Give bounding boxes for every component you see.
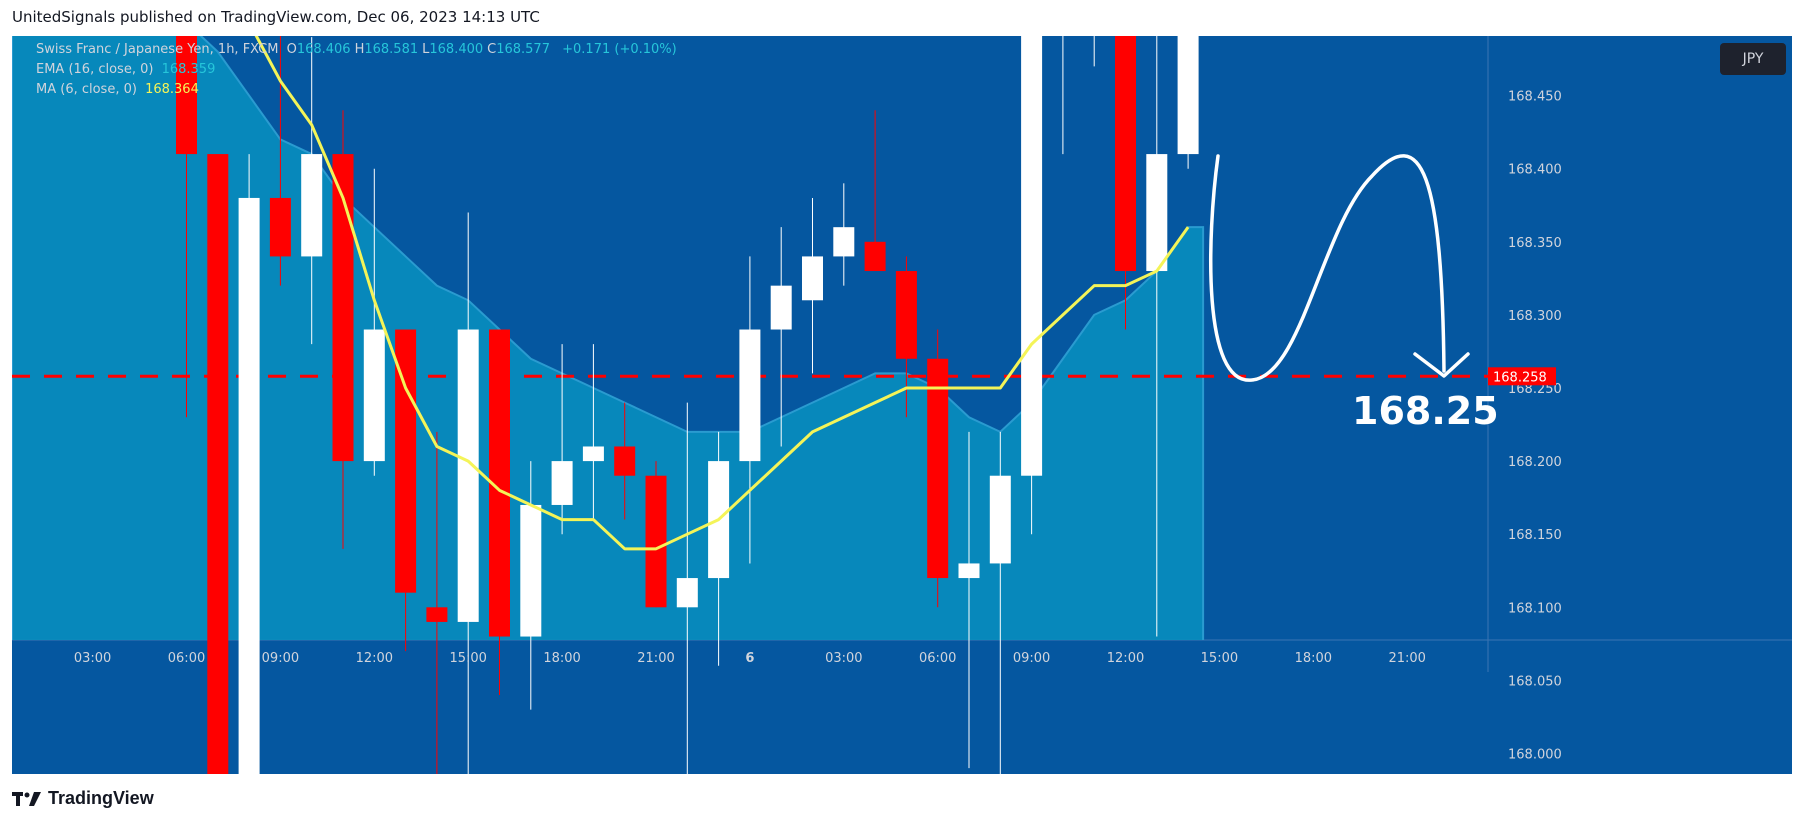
candle-body[interactable] xyxy=(582,446,604,462)
ohlc-value-c: 168.577 xyxy=(496,42,550,57)
candle-body[interactable] xyxy=(489,329,510,637)
candle-body[interactable] xyxy=(426,607,448,622)
x-tick-label: 18:00 xyxy=(1295,651,1332,666)
ma-line xyxy=(254,36,1190,551)
ema-legend: EMA (16, close, 0) 168.359 xyxy=(36,62,219,77)
x-tick-label: 03:00 xyxy=(74,651,111,666)
x-tick-label: 21:00 xyxy=(637,651,674,666)
target-price-label-bg xyxy=(1488,367,1556,386)
y-tick-label: 168.300 xyxy=(1508,309,1562,324)
ohlc-key-h: H xyxy=(354,42,365,57)
projection-curve xyxy=(1208,154,1446,382)
candle-body[interactable] xyxy=(176,36,197,155)
y-tick-label: 168.250 xyxy=(1508,382,1562,397)
ma-value: 168.364 xyxy=(145,82,199,97)
candle-body[interactable] xyxy=(895,271,917,359)
candle-body[interactable] xyxy=(301,154,323,257)
candle-body[interactable] xyxy=(363,329,385,462)
target-annotation: 168.25 xyxy=(1352,389,1499,433)
price-axis[interactable] xyxy=(1488,36,1792,672)
x-tick-label: 06:00 xyxy=(919,651,956,666)
candle-body[interactable] xyxy=(238,197,260,774)
y-tick-label: 168.200 xyxy=(1508,455,1562,470)
y-tick-label: 168.100 xyxy=(1508,601,1562,616)
ohlc-key-l: L xyxy=(422,42,430,57)
ema-value: 168.359 xyxy=(161,62,216,77)
candle-body[interactable] xyxy=(269,197,291,257)
candle-body[interactable] xyxy=(989,475,1011,564)
x-tick-label: 15:00 xyxy=(1201,651,1238,666)
candle-body[interactable] xyxy=(864,241,886,272)
candle-body[interactable] xyxy=(551,461,573,505)
ohlc-values: O168.406 H168.581 L168.400 C168.577 xyxy=(287,42,554,57)
y-tick-label: 168.350 xyxy=(1508,236,1562,251)
candle-body[interactable] xyxy=(332,154,354,462)
ohlc-key-c: C xyxy=(487,42,497,57)
y-tick-label: 168.400 xyxy=(1508,163,1562,178)
x-tick-label: 03:00 xyxy=(825,651,862,666)
ma-label: MA (6, close, 0) xyxy=(36,82,137,97)
y-tick-label: 168.450 xyxy=(1508,90,1562,105)
x-tick-label: 09:00 xyxy=(262,651,299,666)
candle-body[interactable] xyxy=(770,285,792,330)
x-tick-label: 09:00 xyxy=(1013,651,1050,666)
x-tick-label: 21:00 xyxy=(1388,651,1425,666)
candle-body[interactable] xyxy=(457,329,479,622)
candle-body[interactable] xyxy=(739,329,761,462)
candle-body[interactable] xyxy=(614,446,636,476)
x-tick-label: 18:00 xyxy=(543,651,580,666)
ma-legend: MA (6, close, 0) 168.364 xyxy=(36,82,203,97)
ohlc-value-o: 168.406 xyxy=(296,42,351,57)
x-tick-label: 12:00 xyxy=(1107,651,1144,666)
down-arrow-icon xyxy=(1413,352,1470,378)
candle-body[interactable] xyxy=(833,227,855,257)
publish-header: UnitedSignals published on TradingView.c… xyxy=(12,8,540,26)
tradingview-logo[interactable]: TradingView xyxy=(12,788,154,809)
x-tick-label: 06:00 xyxy=(168,651,205,666)
brand-name: TradingView xyxy=(48,788,154,808)
chart-frame[interactable]: 168.650168.600168.550168.500168.450168.4… xyxy=(12,36,1792,774)
candle-body[interactable] xyxy=(1115,36,1136,272)
candle-body[interactable] xyxy=(520,504,542,637)
candle-body[interactable] xyxy=(1146,154,1168,272)
tradingview-logo-icon xyxy=(12,791,41,806)
candle-body[interactable] xyxy=(645,475,667,608)
ohlc-key-o: O xyxy=(286,42,297,57)
symbol-name: Swiss Franc / Japanese Yen, 1h, FXCM xyxy=(36,42,279,57)
ohlc-value-h: 168.581 xyxy=(364,42,419,57)
candle-body[interactable] xyxy=(1021,36,1043,476)
y-tick-label: 168.000 xyxy=(1508,748,1562,763)
symbol-legend: Swiss Franc / Japanese Yen, 1h, FXCM O16… xyxy=(36,42,681,57)
candle-body[interactable] xyxy=(207,154,229,774)
ohlc-value-l: 168.400 xyxy=(429,42,484,57)
change-value: +0.171 (+0.10%) xyxy=(562,42,677,57)
target-price-label: 168.258 xyxy=(1493,370,1547,385)
y-tick-label: 168.150 xyxy=(1508,528,1562,543)
x-tick-label: 12:00 xyxy=(356,651,393,666)
ema-label: EMA (16, close, 0) xyxy=(36,62,154,77)
price-chart[interactable]: 168.650168.600168.550168.500168.450168.4… xyxy=(12,36,1792,774)
currency-button[interactable]: JPY xyxy=(1720,43,1786,75)
x-tick-label: 6 xyxy=(745,651,754,666)
candle-body[interactable] xyxy=(958,563,980,579)
y-tick-label: 168.050 xyxy=(1508,674,1562,689)
candle-body[interactable] xyxy=(927,358,949,579)
x-tick-label: 15:00 xyxy=(449,651,486,666)
candle-body[interactable] xyxy=(802,256,823,301)
time-axis[interactable] xyxy=(12,640,1792,672)
candle-body[interactable] xyxy=(1177,36,1199,155)
candle-body[interactable] xyxy=(676,578,698,608)
